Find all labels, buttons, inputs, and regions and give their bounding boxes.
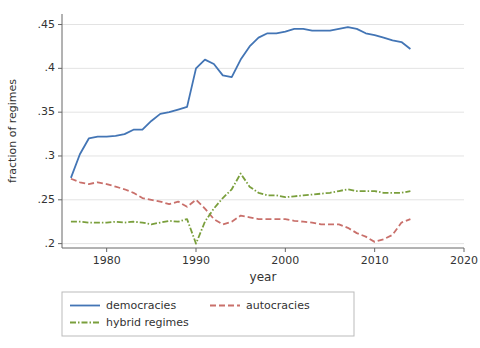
grid xyxy=(62,25,464,244)
y-tick xyxy=(58,155,62,156)
y-tick xyxy=(58,68,62,69)
y-tick-label: .4 xyxy=(45,61,56,74)
y-axis-title: fraction of regimes xyxy=(6,79,19,183)
legend: democracies autocracies hybrid regimes xyxy=(62,292,354,336)
x-tick xyxy=(464,248,465,252)
legend-swatch xyxy=(70,322,100,324)
legend-label: hybrid regimes xyxy=(106,316,189,329)
x-tick-label: 1990 xyxy=(182,254,210,267)
series-line xyxy=(71,27,410,178)
x-axis-line xyxy=(62,248,464,249)
grid-line xyxy=(62,24,464,25)
y-tick-label: .3 xyxy=(45,149,56,162)
x-tick-label: 1980 xyxy=(93,254,121,267)
grid-line xyxy=(62,112,464,113)
grid-line xyxy=(62,68,464,69)
y-axis-line xyxy=(62,14,63,248)
x-tick xyxy=(285,248,286,252)
y-tick xyxy=(58,243,62,244)
x-tick-label: 2010 xyxy=(361,254,389,267)
x-tick xyxy=(196,248,197,252)
y-tick-label: .45 xyxy=(38,18,56,31)
series-group xyxy=(71,27,410,243)
axes: .2 .25 .3 .35 .4 .45 1980 1990 2000 2010 2020 xyxy=(38,14,479,267)
series-line xyxy=(71,174,410,244)
legend-swatch xyxy=(70,305,100,307)
legend-label: autocracies xyxy=(246,299,310,312)
legend-label: democracies xyxy=(106,299,176,312)
y-tick xyxy=(58,199,62,200)
y-tick-label: .2 xyxy=(45,237,56,250)
x-tick-label: 2020 xyxy=(450,254,478,267)
legend-swatch xyxy=(210,305,240,307)
y-tick-label: .25 xyxy=(38,193,56,206)
chart: .2 .25 .3 .35 .4 .45 1980 1990 2000 2010 2020 year f… xyxy=(0,0,480,348)
y-tick xyxy=(58,24,62,25)
legend-frame xyxy=(62,292,354,336)
x-tick xyxy=(374,248,375,252)
series-line xyxy=(71,179,410,242)
y-tick xyxy=(58,112,62,113)
x-tick xyxy=(106,248,107,252)
x-axis-title: year xyxy=(250,270,277,284)
grid-line xyxy=(62,243,464,244)
y-tick-label: .35 xyxy=(38,105,56,118)
grid-line xyxy=(62,199,464,200)
x-tick-label: 2000 xyxy=(271,254,299,267)
grid-line xyxy=(62,155,464,156)
